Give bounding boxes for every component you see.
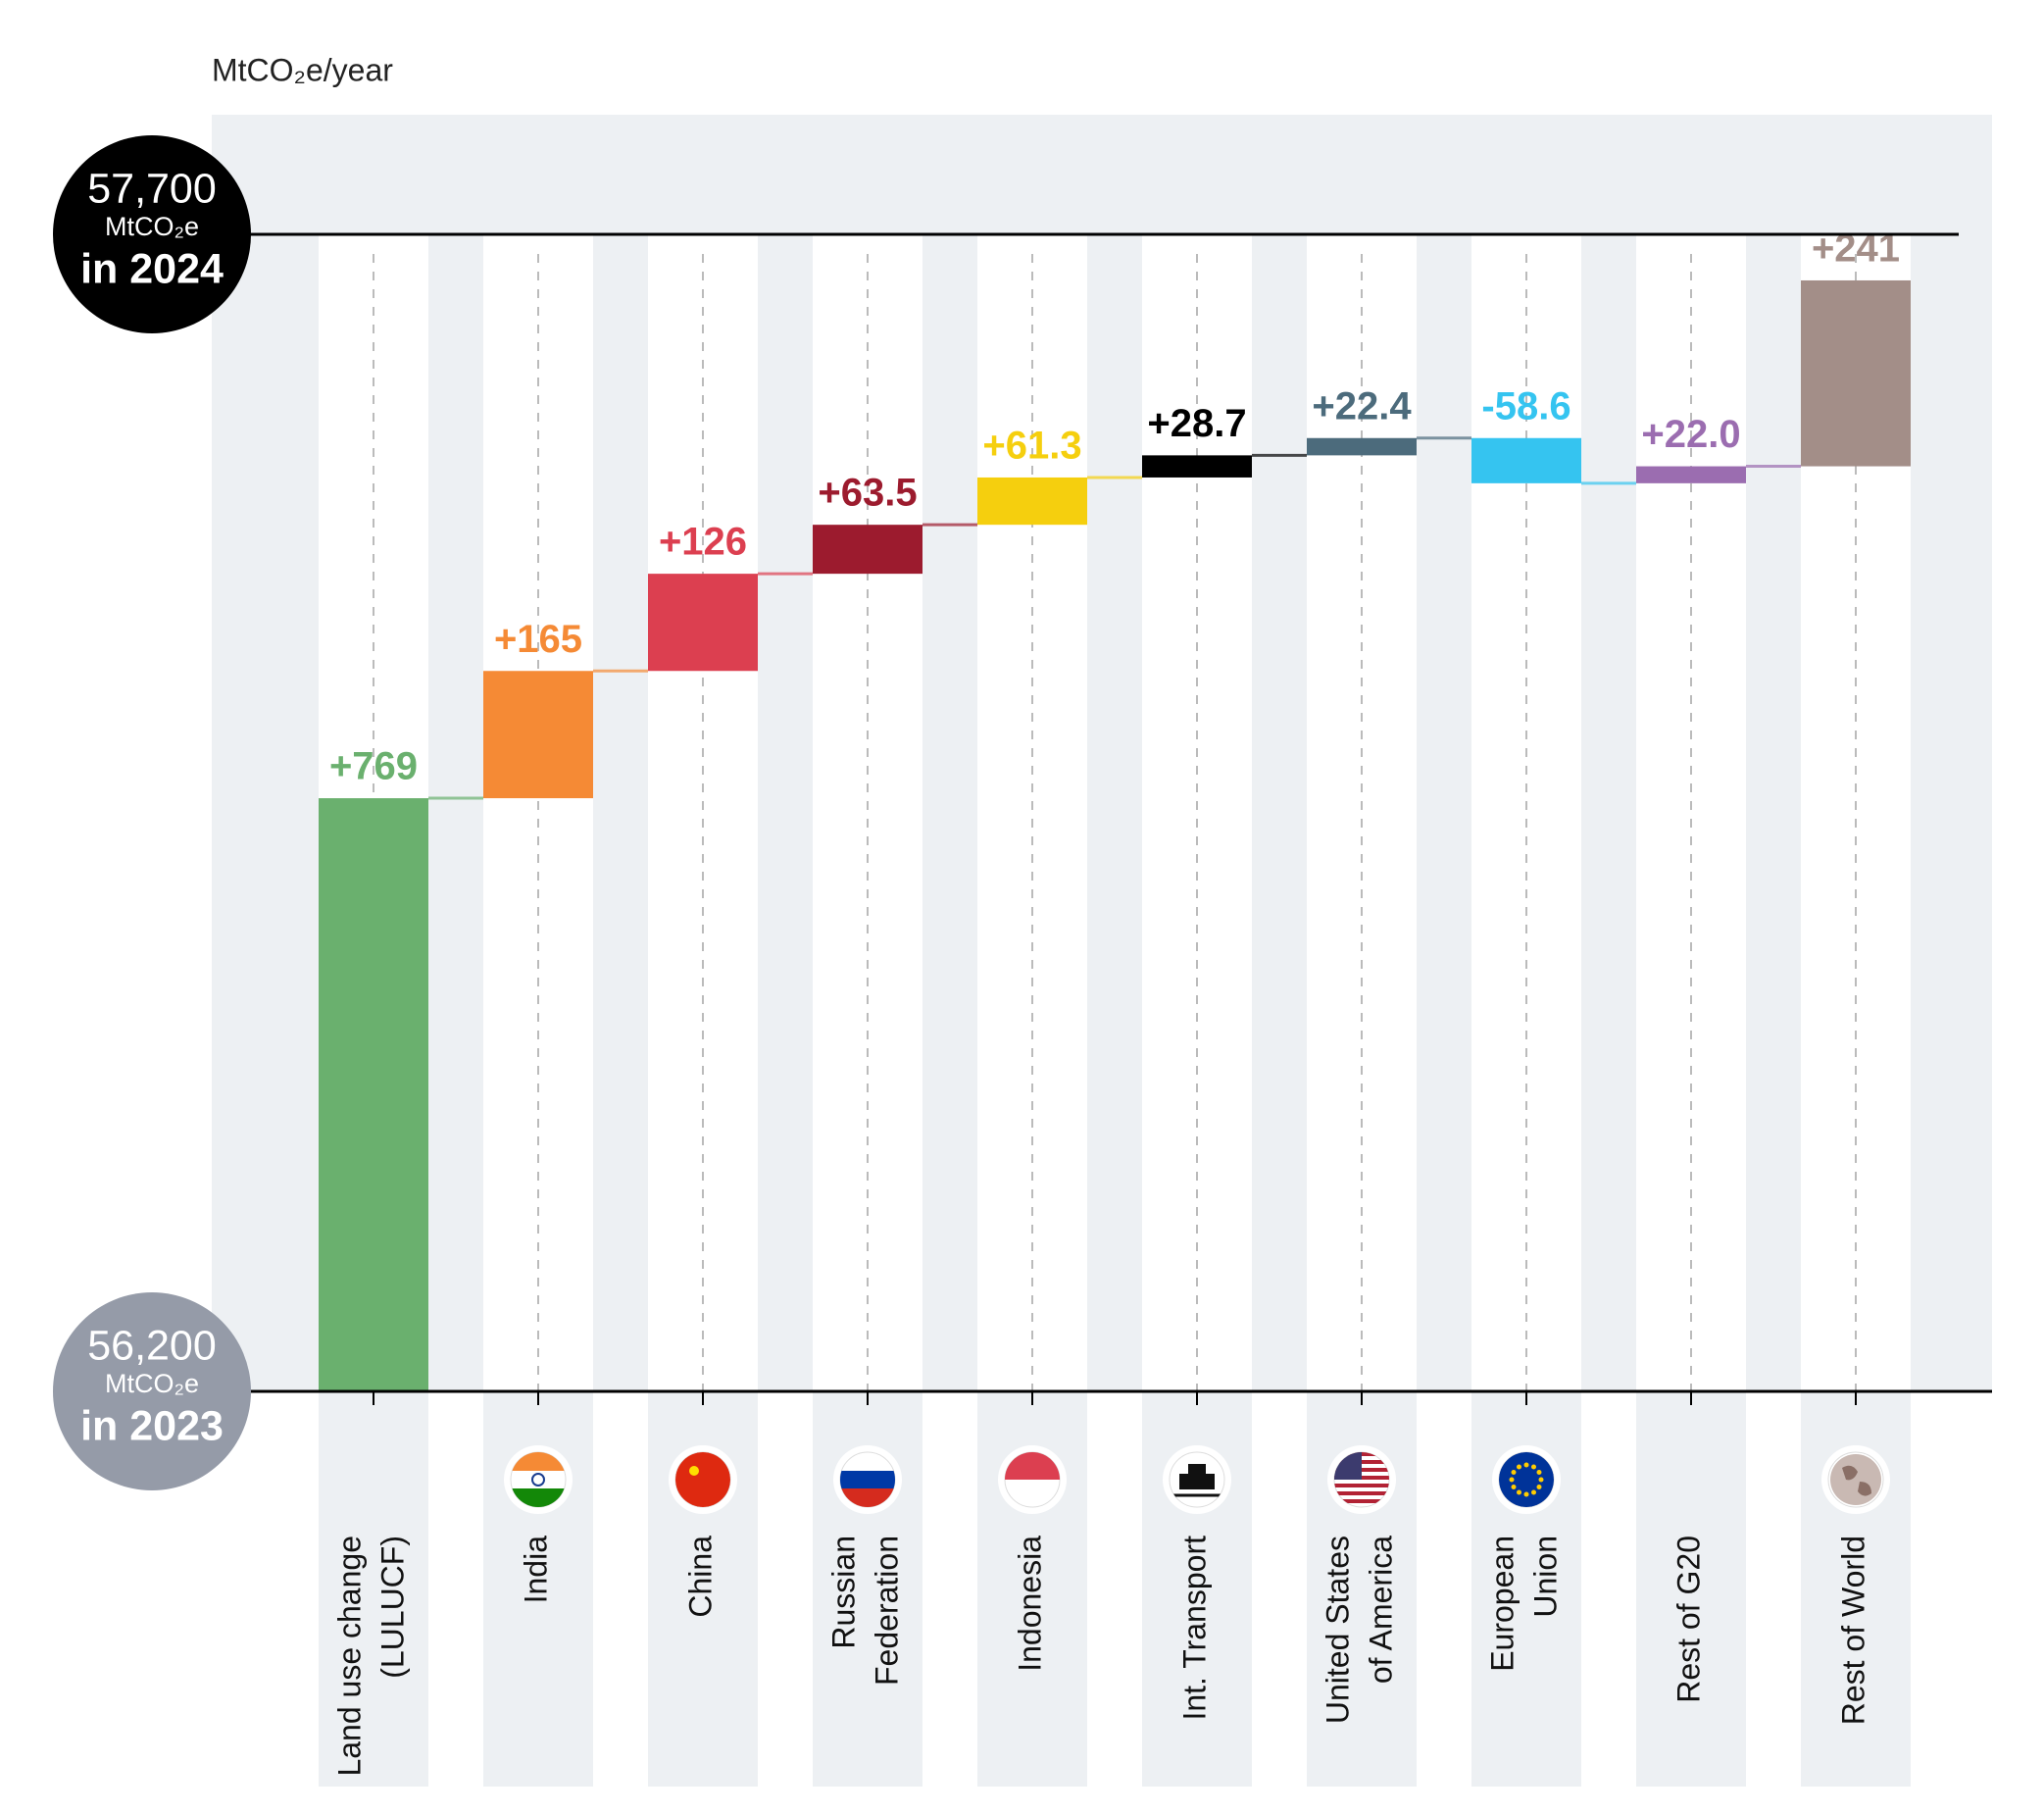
x-tick-label: Rest of G20 [1670, 1536, 1706, 1703]
value-label: +22.4 [1312, 384, 1412, 428]
icon-body [675, 1452, 730, 1507]
icon-part [1517, 1489, 1521, 1495]
category-icon [998, 1445, 1067, 1514]
x-tick-label: Indonesia [1012, 1536, 1047, 1672]
icon-part [689, 1466, 699, 1476]
icon-part [1509, 1477, 1515, 1483]
y-tick-label: 57,700 [87, 165, 217, 212]
bar [648, 574, 758, 672]
value-label: +126 [659, 521, 747, 564]
x-tick-label: United States [1320, 1536, 1355, 1724]
y-axis-label: MtCO₂e/year [212, 52, 393, 87]
column-strip [1471, 234, 1581, 1391]
icon-body [511, 1452, 566, 1507]
bar [1471, 437, 1581, 483]
bar [1801, 279, 1911, 467]
icon-part [511, 1452, 566, 1471]
bar [977, 477, 1087, 526]
bar [1307, 437, 1417, 456]
icon-part [1536, 1485, 1542, 1489]
icon-part [1842, 1465, 1871, 1496]
tick-badge [53, 135, 251, 333]
icon-body [840, 1471, 895, 1507]
icon-part [840, 1488, 895, 1507]
category-icon [1163, 1445, 1231, 1514]
bar [1142, 455, 1252, 478]
column-strip [483, 234, 593, 1391]
icon-body [1830, 1454, 1881, 1505]
icon-part [511, 1488, 566, 1507]
category-icon [1821, 1445, 1890, 1514]
icon-part [1523, 1462, 1529, 1468]
icon-part [1511, 1485, 1517, 1489]
y-tick-label: 56,200 [87, 1322, 217, 1369]
x-tick-label: European [1484, 1536, 1520, 1672]
x-tick-label: Int. Transport [1176, 1536, 1212, 1721]
value-label: +22.0 [1641, 413, 1740, 456]
value-label: +63.5 [818, 472, 917, 515]
x-tick-label: of America [1363, 1536, 1398, 1684]
column-strip [813, 234, 922, 1391]
icon-part [1499, 1452, 1554, 1507]
x-tick-label: Federation [869, 1536, 904, 1686]
tick-badge [53, 1292, 251, 1490]
icon-part [675, 1452, 730, 1507]
label-strip [319, 1391, 428, 1787]
category-icon [1327, 1445, 1396, 1514]
column-strip [1142, 234, 1252, 1391]
y-tick-unit: MtCO₂e [105, 212, 199, 241]
icon-part [1523, 1491, 1529, 1497]
category-icon [504, 1445, 573, 1514]
value-label: +28.7 [1147, 402, 1246, 445]
icon-part [840, 1471, 895, 1489]
icon-body [1172, 1464, 1222, 1497]
icon-part [1179, 1474, 1215, 1489]
icon-part [1511, 1470, 1517, 1475]
value-label: +769 [329, 745, 418, 788]
column-strip [1307, 234, 1417, 1391]
icon-part [1334, 1484, 1389, 1487]
value-label: -58.6 [1481, 384, 1570, 428]
x-tick-label: China [682, 1536, 718, 1618]
bar [813, 525, 922, 575]
column-strip [648, 234, 758, 1391]
y-tick-caption: in 2024 [80, 245, 224, 292]
bar [1636, 466, 1746, 483]
x-tick-label: Land use change [331, 1536, 367, 1777]
x-tick-label: (LULUCF) [374, 1536, 410, 1679]
y-tick-caption: in 2023 [80, 1402, 224, 1449]
icon-part [531, 1473, 545, 1486]
icon-part [1334, 1491, 1389, 1495]
column-strip [977, 234, 1087, 1391]
value-label: +61.3 [982, 425, 1081, 468]
bar [483, 671, 593, 799]
icon-part [1517, 1464, 1521, 1470]
value-label: +165 [494, 618, 582, 661]
x-tick-label: Union [1527, 1536, 1563, 1618]
icon-part [1536, 1470, 1542, 1475]
category-icon [1492, 1445, 1561, 1514]
icon-body [1499, 1452, 1554, 1507]
category-icon [669, 1445, 737, 1514]
x-tick-label: India [518, 1536, 553, 1604]
bar [319, 798, 428, 1391]
icon-part [1188, 1464, 1206, 1474]
category-icon [833, 1445, 902, 1514]
x-tick-label: Rest of World [1835, 1536, 1870, 1725]
column-strip [1636, 234, 1746, 1391]
icon-part [1531, 1464, 1536, 1470]
icon-part [1334, 1499, 1389, 1503]
icon-part [1538, 1477, 1544, 1483]
icon-part [1531, 1489, 1536, 1495]
label-strip [1636, 1391, 1746, 1787]
y-tick-unit: MtCO₂e [105, 1369, 199, 1398]
icon-part [1830, 1454, 1881, 1505]
x-tick-label: Russian [825, 1536, 861, 1649]
